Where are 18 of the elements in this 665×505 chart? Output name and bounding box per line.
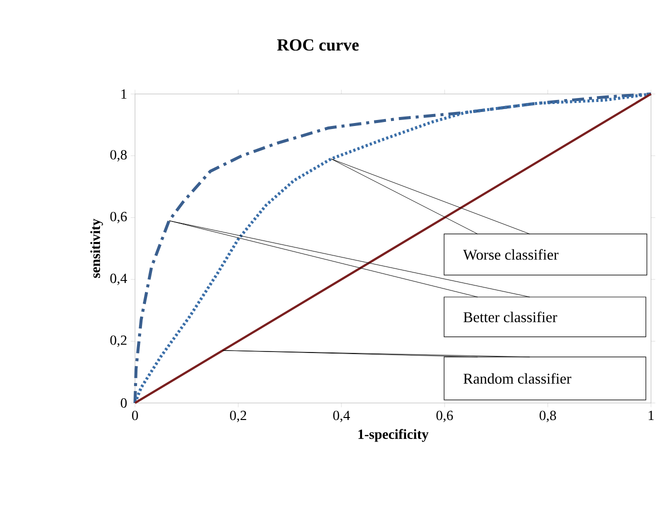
chart-title: ROC curve [277, 39, 359, 51]
y-tick-label: 0,4 [110, 274, 128, 286]
x-tick-label: 0,6 [436, 410, 453, 422]
annotation: Better classifier [464, 312, 558, 322]
y-tick-label: 0,2 [110, 335, 126, 347]
y-tick-label: 0,6 [110, 212, 127, 224]
annotation: Random classifier [464, 373, 572, 384]
x-tick-label: 0 [132, 410, 138, 420]
y-axis-title: sensitivity [90, 218, 103, 278]
annotation: Worse classifier [463, 249, 558, 260]
x-axis-title: 1-specificity [358, 429, 429, 442]
x-tick-label: 0,8 [540, 410, 556, 422]
y-tick-label: 0,8 [110, 150, 127, 162]
y-tick-label: 0 [120, 398, 127, 408]
y-tick-label: 1 [121, 89, 126, 99]
x-tick-label: 0,4 [333, 410, 350, 422]
x-tick-label: 1 [648, 410, 654, 420]
x-tick-label: 0,2 [230, 410, 246, 422]
